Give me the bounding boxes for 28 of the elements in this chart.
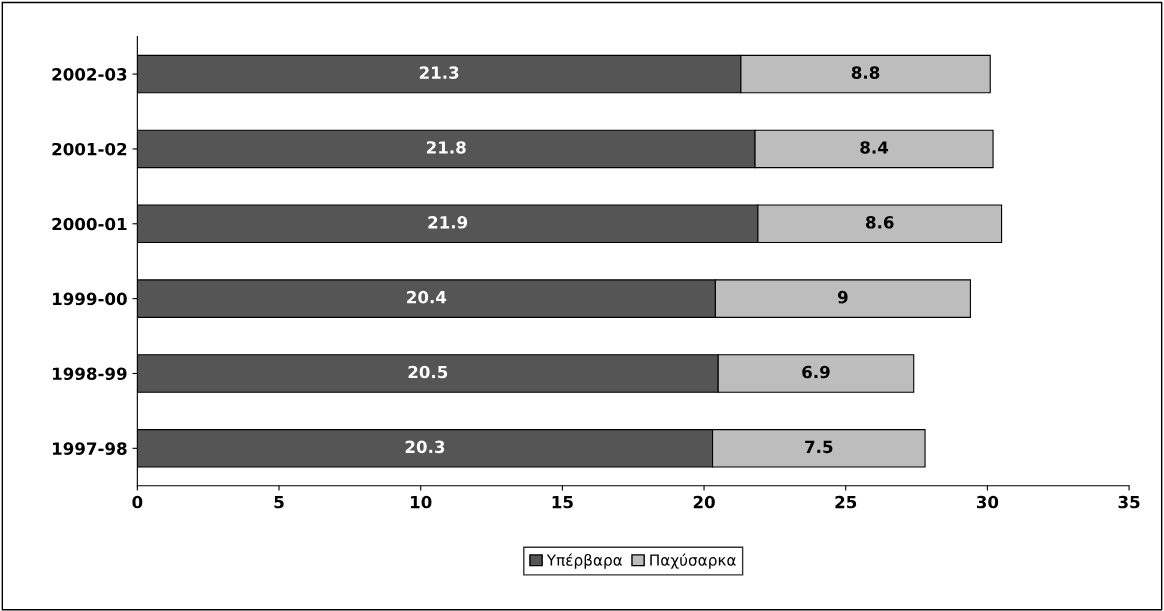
x-tick-label: 30 [976, 495, 999, 509]
data-label: 6.9 [802, 365, 830, 379]
y-tick-label: 1998-99 [53, 367, 127, 381]
x-tick-label: 15 [552, 495, 573, 509]
data-label: 9 [837, 290, 848, 304]
y-tick-label: 1999-00 [53, 292, 127, 306]
data-label: 20.5 [408, 365, 448, 379]
legend-label: Υπέρβαρα [546, 553, 623, 569]
legend-label: Παχύσαρκα [650, 553, 736, 569]
x-tick-label: 20 [693, 495, 715, 509]
y-tick-label: 2001-02 [52, 142, 127, 156]
data-label: 8.8 [851, 66, 880, 79]
x-tick-label: 25 [835, 495, 857, 509]
y-tick-label: 1997-98 [53, 442, 127, 455]
data-label: 20.3 [405, 440, 445, 454]
data-label: 7.5 [805, 440, 833, 454]
data-label: 21.9 [428, 216, 468, 229]
x-tick-label: 5 [274, 495, 284, 509]
x-tick-label: 10 [410, 495, 432, 509]
data-label: 20.4 [407, 290, 447, 304]
x-tick-label: 0 [132, 495, 143, 509]
data-label: 8.4 [860, 141, 889, 154]
x-tick-label: 35 [1118, 495, 1140, 509]
y-tick-label: 2002-03 [52, 68, 127, 81]
data-label: 21.3 [419, 66, 459, 79]
data-label: 21.8 [426, 141, 466, 154]
data-label: 8.6 [865, 216, 894, 229]
y-tick-label: 2000-01 [52, 217, 127, 231]
